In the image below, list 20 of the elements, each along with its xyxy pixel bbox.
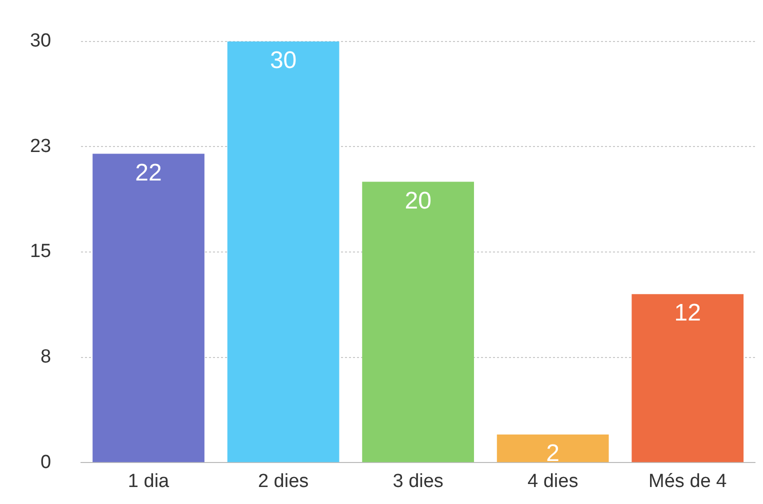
data-label: 30 xyxy=(270,47,297,74)
data-label: 22 xyxy=(135,159,162,186)
bar xyxy=(227,41,340,462)
data-label: 2 xyxy=(546,440,560,468)
y-tick-label: 8 xyxy=(40,346,52,368)
y-tick-label: 15 xyxy=(30,241,52,262)
data-label: 20 xyxy=(404,187,432,214)
y-tick-label: 30 xyxy=(30,30,52,52)
x-tick-label: 1 dia xyxy=(128,471,170,492)
x-tick-label: 4 dies xyxy=(527,471,578,492)
y-tick-label: 0 xyxy=(40,452,52,473)
bar xyxy=(632,294,744,462)
bar xyxy=(496,434,609,462)
x-tick-label: 3 dies xyxy=(392,471,444,492)
y-tick-label: 23 xyxy=(30,136,52,157)
bar xyxy=(362,182,474,462)
x-tick-label: Més de 4 xyxy=(648,471,728,492)
bar xyxy=(92,154,204,462)
data-label: 12 xyxy=(674,300,701,327)
x-tick-label: 2 dies xyxy=(258,471,309,492)
